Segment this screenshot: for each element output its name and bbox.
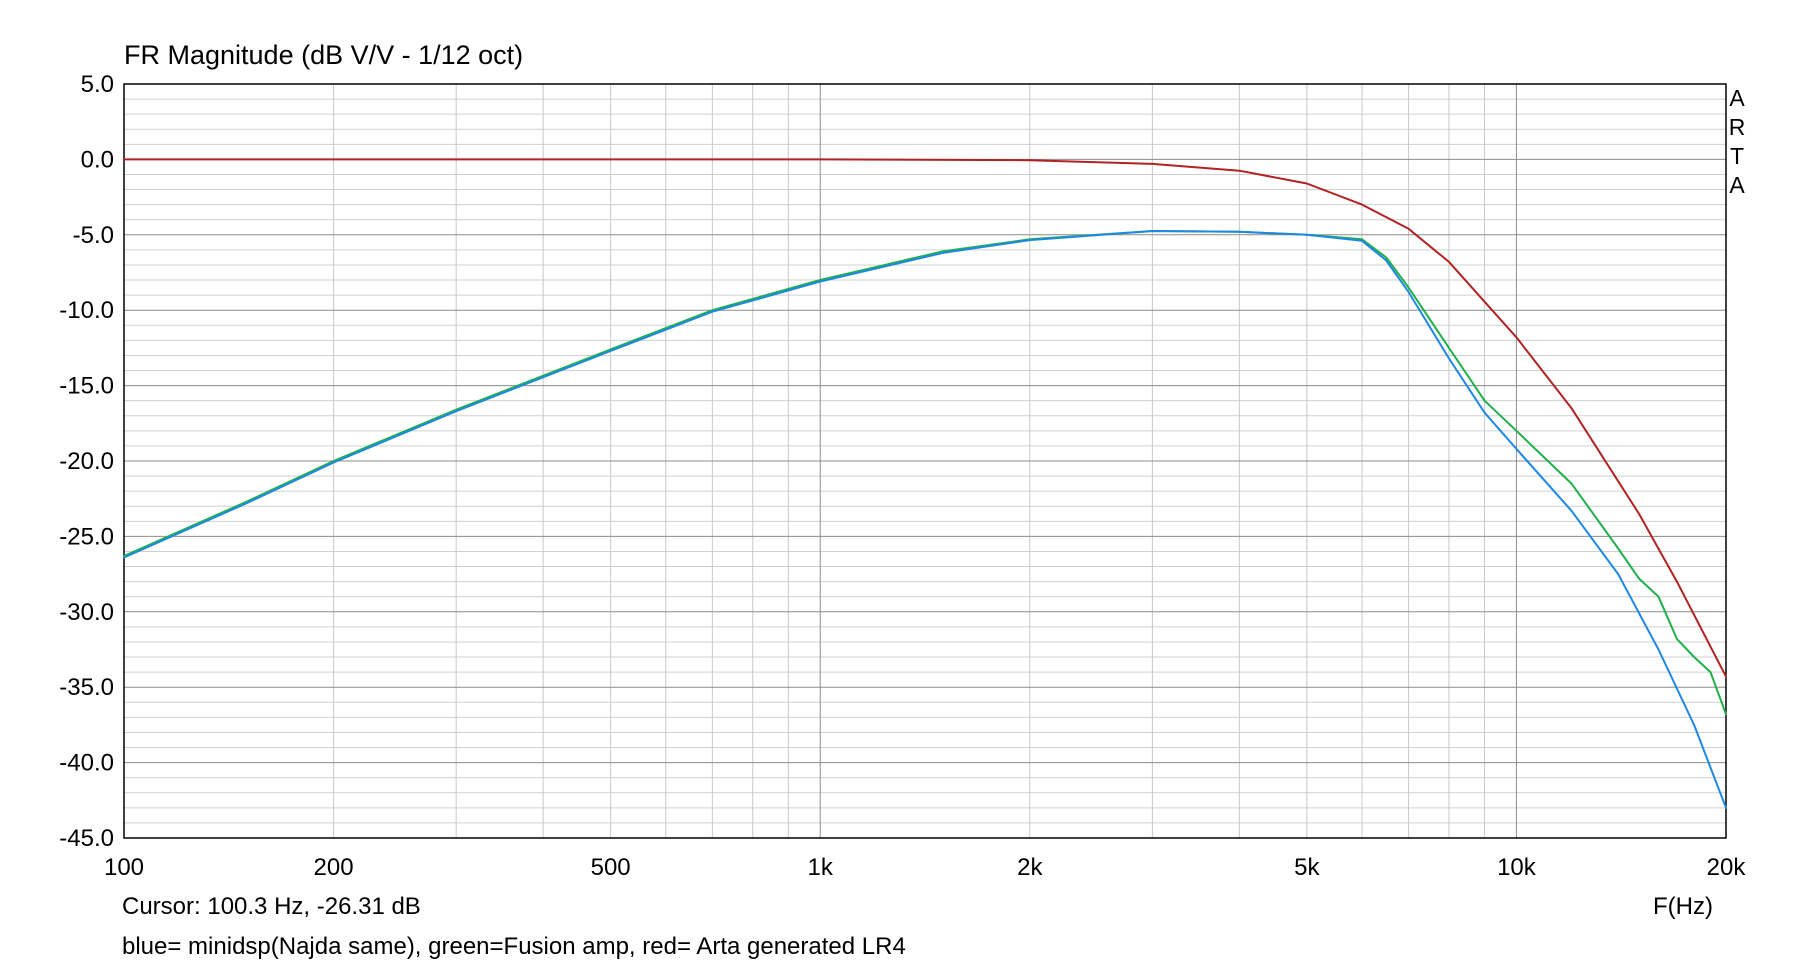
arta-letter: R — [1728, 114, 1746, 140]
y-tick-label: -35.0 — [59, 674, 114, 701]
major-grid — [123, 83, 1726, 839]
y-tick-label: -30.0 — [59, 599, 114, 626]
series-line-1 — [123, 158, 1727, 678]
y-tick-label: -45.0 — [59, 825, 114, 852]
series-line-3 — [123, 230, 1727, 809]
arta-letter: T — [1729, 143, 1745, 169]
y-tick-label: -20.0 — [59, 448, 114, 475]
x-tick-label: 20k — [1707, 854, 1747, 881]
y-tick-label: 0.0 — [81, 146, 114, 173]
y-axis-tick-labels: 5.0 0.0 -5.0 -10.0 -15.0 -20.0 -25.0 -30.0 -35.0… — [59, 71, 114, 852]
y-tick-label: -15.0 — [59, 373, 114, 400]
x-tick-label: 5k — [1294, 854, 1320, 881]
y-tick-label: -25.0 — [59, 523, 114, 550]
cursor-readout: Cursor: 100.3 Hz, -26.31 dB — [122, 893, 421, 920]
x-tick-label: 200 — [314, 854, 354, 881]
y-tick-label: -40.0 — [59, 750, 114, 777]
arta-letter: A — [1729, 172, 1745, 198]
y-tick-label: 5.0 — [81, 71, 114, 98]
chart-title: FR Magnitude (dB V/V - 1/12 oct) — [124, 40, 524, 70]
x-tick-label: 100 — [104, 854, 144, 881]
y-tick-label: -5.0 — [73, 222, 114, 249]
series-layer — [123, 158, 1727, 809]
x-axis-label: F(Hz) — [1653, 893, 1713, 920]
x-tick-label: 500 — [591, 854, 631, 881]
x-tick-label: 1k — [808, 854, 834, 881]
arta-letter: A — [1729, 85, 1745, 111]
y-tick-label: -10.0 — [59, 297, 114, 324]
minor-grid — [124, 84, 1727, 838]
x-tick-label: 2k — [1017, 854, 1043, 881]
series-line-2 — [123, 230, 1727, 716]
legend-note: blue= minidsp(Najda same), green=Fusion … — [122, 933, 906, 960]
plot-frame — [123, 83, 1727, 839]
x-axis-tick-labels: 100 200 500 1k 2k 5k 10k 20k — [104, 854, 1746, 881]
x-tick-label: 10k — [1497, 854, 1537, 881]
arta-vertical-label: A R T A — [1726, 84, 1748, 200]
